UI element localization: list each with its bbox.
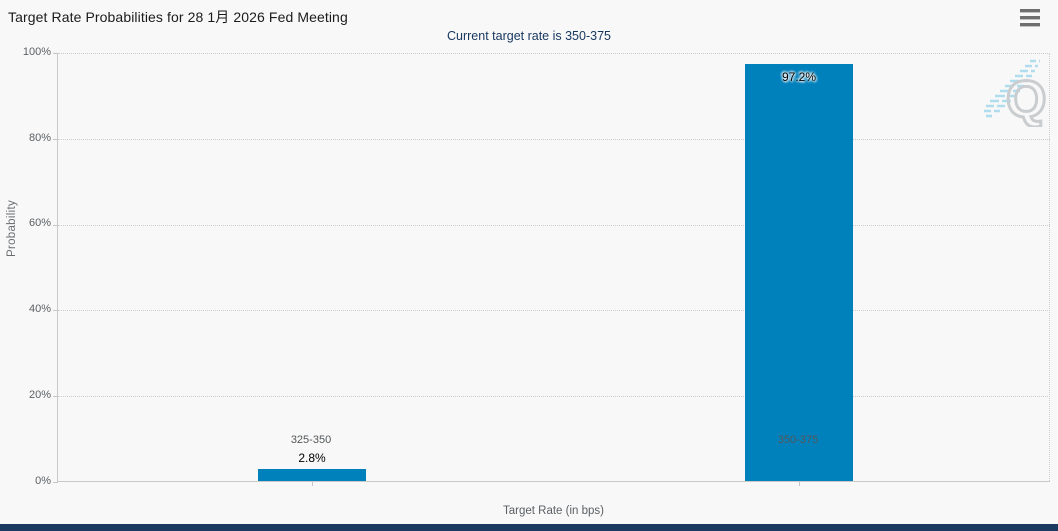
gridline-60 — [58, 225, 1050, 226]
plot-right-border — [1049, 53, 1050, 481]
ytick-80: 80% — [28, 132, 51, 144]
ytick-40: 40% — [28, 303, 51, 315]
ytick-100: 100% — [22, 46, 51, 58]
bar-value-label: 97.2% — [781, 70, 817, 84]
hamburger-menu-icon[interactable] — [1020, 9, 1042, 26]
chart-title: Target Rate Probabilities for 28 1月 2026… — [8, 9, 348, 25]
x-axis-title: Target Rate (in bps) — [503, 505, 604, 517]
quikstrike-logo-watermark: Q — [984, 59, 1048, 127]
bar-350-375[interactable]: 97.2% — [745, 52, 853, 481]
q-letter: Q — [1006, 71, 1046, 127]
gridline-20 — [58, 396, 1050, 397]
bar-325-350[interactable]: 2.8% — [258, 52, 366, 481]
ytick-20: 20% — [28, 389, 51, 401]
xtick-category-0: 325-350 — [290, 434, 332, 446]
xtick-category-1: 350-375 — [777, 434, 819, 446]
ytick-60: 60% — [28, 217, 51, 229]
gridline-100 — [58, 53, 1050, 54]
footer-strip — [0, 524, 1058, 531]
bar-rect[interactable] — [745, 64, 853, 481]
ytick-0: 0% — [35, 475, 51, 487]
plot-area: 0% 20% 40% 60% 80% 100% 2.8% 97.2% — [23, 46, 1050, 487]
bar-value-label: 2.8% — [298, 451, 326, 465]
gridline-40 — [58, 310, 1050, 311]
chart-subtitle: Current target rate is 350-375 — [447, 29, 611, 43]
bar-rect[interactable] — [258, 469, 366, 481]
gridline-80 — [58, 139, 1050, 140]
